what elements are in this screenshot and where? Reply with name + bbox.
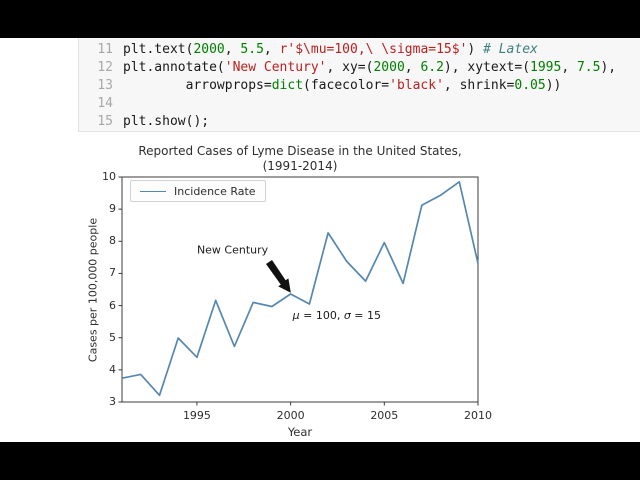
x-tick-label: 1995 <box>182 409 211 422</box>
code-line[interactable]: 15 plt.show(); <box>79 113 640 131</box>
line-number: 15 <box>97 114 113 129</box>
y-tick-label: 7 <box>109 266 116 280</box>
code-text: plt.annotate('New Century', xy=(2000, 6.… <box>123 60 617 75</box>
letterbox-top <box>0 0 640 38</box>
chart-title-line2: (1991-2014) <box>262 159 338 173</box>
annotation-mu-sigma: μ = 100, σ = 15 <box>292 308 382 322</box>
line-number: 11 <box>97 42 113 57</box>
code-line[interactable]: 11 plt.text(2000, 5.5, r'$\mu=100,\ \sigm… <box>79 41 640 59</box>
y-tick-label: 9 <box>109 202 116 216</box>
x-tick-label: 2000 <box>276 409 305 422</box>
incidence-rate-line <box>121 180 479 397</box>
legend: Incidence Rate <box>130 180 266 202</box>
y-tick-label: 5 <box>109 330 116 344</box>
line-number: 13 <box>97 78 113 93</box>
code-line[interactable]: 13 arrowprops=dict(facecolor='black', sh… <box>79 77 640 95</box>
x-tick-label: 2010 <box>464 409 492 422</box>
y-tick-label: 8 <box>109 234 116 248</box>
legend-label: Incidence Rate <box>174 184 256 198</box>
plot-area <box>118 176 479 406</box>
axes-spines <box>121 176 479 403</box>
code-text: plt.text(2000, 5.5, r'$\mu=100,\ \sigma=… <box>123 42 538 57</box>
legend-line-sample <box>140 190 166 192</box>
notebook-content: 11 plt.text(2000, 5.5, r'$\mu=100,\ \sigm… <box>0 38 640 442</box>
code-lines: 11 plt.text(2000, 5.5, r'$\mu=100,\ \sigm… <box>79 41 640 131</box>
annotation-new-century: New Century <box>196 243 269 257</box>
y-tick-label: 4 <box>109 362 116 376</box>
line-number: 14 <box>97 96 113 111</box>
x-tick-label: 2005 <box>370 409 399 422</box>
code-line[interactable]: 14 <box>79 95 640 113</box>
x-axis-label: Year <box>287 425 313 439</box>
y-tick-label: 3 <box>109 395 116 408</box>
code-cell[interactable]: 11 plt.text(2000, 5.5, r'$\mu=100,\ \sigm… <box>78 38 640 132</box>
code-text: plt.show(); <box>123 114 210 129</box>
chart-title-line1: Reported Cases of Lyme Disease in the Un… <box>138 144 462 158</box>
y-tick-label: 6 <box>109 298 116 312</box>
code-line[interactable]: 12 plt.annotate('New Century', xy=(2000, … <box>79 59 640 77</box>
letterbox-bottom <box>0 442 640 480</box>
code-text: arrowprops=dict(facecolor='black', shrin… <box>123 78 562 93</box>
y-tick-label: 10 <box>102 170 116 183</box>
annotation-arrow-icon <box>266 260 291 293</box>
line-number: 12 <box>97 60 113 75</box>
